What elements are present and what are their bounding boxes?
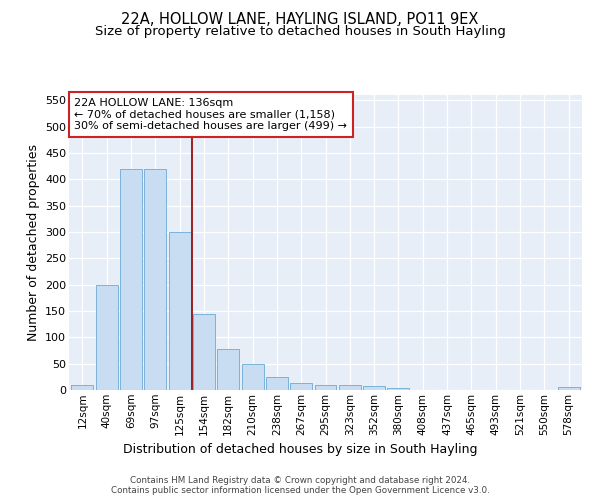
Bar [169, 232, 191, 390]
Bar [314, 384, 337, 390]
Bar [290, 382, 312, 390]
Text: 22A HOLLOW LANE: 136sqm
← 70% of detached houses are smaller (1,158)
30% of semi: 22A HOLLOW LANE: 136sqm ← 70% of detache… [74, 98, 347, 131]
Bar [217, 349, 239, 390]
Bar [242, 364, 263, 390]
Bar [388, 388, 409, 390]
Text: 22A, HOLLOW LANE, HAYLING ISLAND, PO11 9EX: 22A, HOLLOW LANE, HAYLING ISLAND, PO11 9… [121, 12, 479, 28]
Bar [71, 384, 94, 390]
Bar [145, 169, 166, 390]
Bar [96, 284, 118, 390]
Text: Size of property relative to detached houses in South Hayling: Size of property relative to detached ho… [95, 25, 505, 38]
Bar [120, 169, 142, 390]
Text: Distribution of detached houses by size in South Hayling: Distribution of detached houses by size … [123, 442, 477, 456]
Text: Contains HM Land Registry data © Crown copyright and database right 2024.
Contai: Contains HM Land Registry data © Crown c… [110, 476, 490, 495]
Bar [363, 386, 385, 390]
Y-axis label: Number of detached properties: Number of detached properties [26, 144, 40, 341]
Bar [557, 388, 580, 390]
Bar [339, 384, 361, 390]
Bar [266, 377, 288, 390]
Bar [193, 314, 215, 390]
